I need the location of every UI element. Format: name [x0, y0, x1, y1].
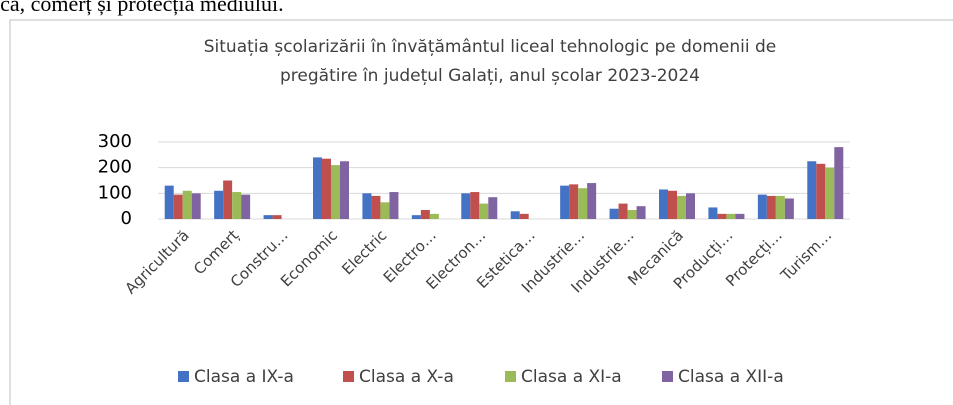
bar	[340, 161, 349, 219]
bar	[834, 147, 844, 219]
bar	[164, 185, 174, 219]
bar	[618, 203, 628, 219]
bar	[461, 193, 471, 219]
legend-label: Clasa a XII-a	[678, 367, 784, 387]
y-tick-label: 0	[121, 208, 132, 229]
bar	[578, 188, 588, 219]
bar	[735, 213, 745, 219]
bar	[766, 195, 776, 219]
bar	[726, 213, 736, 219]
bar	[322, 158, 331, 219]
bar	[389, 192, 399, 219]
chart-title: pregătire în județul Galați, anul școlar…	[280, 66, 700, 86]
bar	[479, 203, 489, 219]
bar	[825, 167, 835, 219]
legend-swatch	[178, 371, 189, 382]
bar	[717, 213, 727, 219]
bar	[636, 206, 646, 219]
bar	[784, 198, 794, 219]
bar	[807, 161, 817, 219]
bar	[214, 190, 224, 219]
x-tick-label: Turism…	[776, 226, 835, 285]
bar	[757, 194, 767, 219]
bar	[380, 202, 390, 219]
bar	[677, 195, 686, 219]
x-tick-label: Agricultură	[121, 226, 192, 297]
bar	[223, 180, 233, 219]
bar	[371, 195, 381, 219]
legend-label: Clasa a XI-a	[521, 367, 622, 387]
bar	[182, 190, 192, 219]
legend-swatch	[505, 371, 516, 382]
bar	[510, 211, 520, 219]
y-tick-label: 200	[98, 157, 132, 178]
bar	[587, 183, 597, 219]
bar	[241, 194, 251, 219]
bar	[429, 213, 439, 219]
bar	[470, 192, 480, 219]
legend-swatch	[343, 371, 354, 382]
bar	[560, 185, 570, 219]
legend-label: Clasa a X-a	[359, 367, 454, 387]
bar	[173, 194, 183, 219]
bar	[272, 215, 282, 219]
bar	[411, 215, 421, 219]
bar	[263, 215, 273, 219]
bar	[420, 210, 430, 219]
chart-title: Situația școlarizării în învățământul li…	[204, 37, 777, 57]
legend-swatch	[662, 371, 673, 382]
bar	[609, 208, 619, 219]
bar	[313, 157, 322, 219]
chart-frame	[9, 19, 953, 405]
bar	[659, 189, 668, 219]
bar	[668, 190, 677, 219]
bar	[191, 193, 201, 219]
bar	[686, 193, 695, 219]
bar	[569, 184, 579, 219]
legend-label: Clasa a IX-a	[194, 367, 294, 387]
bar	[488, 197, 498, 219]
bar	[627, 210, 637, 219]
bar	[519, 213, 529, 219]
bar	[708, 207, 718, 219]
bar	[816, 163, 826, 219]
bar	[331, 165, 340, 219]
y-tick-label: 300	[98, 131, 132, 152]
cropped-text: ica, comerț și protecția mediului.	[0, 0, 284, 16]
bar	[232, 192, 242, 219]
bar	[362, 193, 372, 219]
y-tick-label: 100	[98, 182, 132, 203]
bar	[775, 195, 785, 219]
